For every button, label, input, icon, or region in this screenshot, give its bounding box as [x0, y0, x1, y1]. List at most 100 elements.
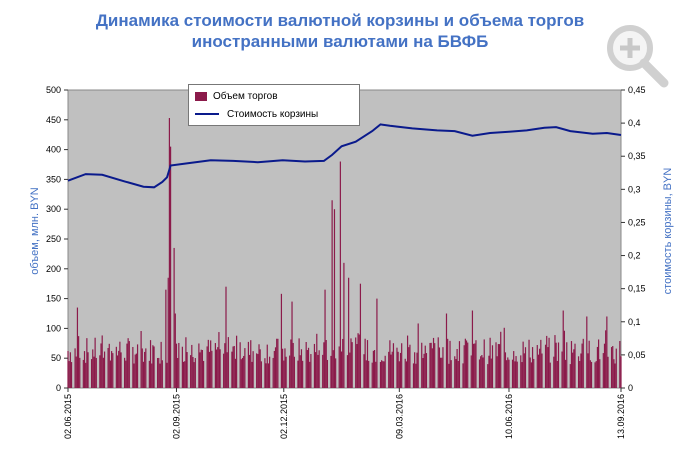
volume-bar	[465, 340, 468, 388]
volume-bar	[169, 146, 172, 388]
volume-bar	[497, 344, 499, 388]
volume-bar	[69, 352, 71, 388]
volume-bar	[200, 349, 202, 388]
volume-bar	[243, 355, 245, 388]
volume-bar	[487, 364, 489, 388]
volume-bar	[92, 349, 94, 388]
volume-bar	[356, 344, 358, 388]
volume-bar	[95, 357, 97, 388]
magnifier-plus-icon[interactable]	[598, 18, 676, 96]
volume-bar	[325, 340, 327, 388]
y-right-tick-label: 0,45	[628, 85, 646, 95]
volume-bar	[594, 362, 596, 388]
volume-bar	[556, 360, 558, 388]
volume-bar	[516, 361, 518, 388]
y-right-tick-label: 0,05	[628, 350, 646, 360]
volume-bar	[547, 347, 549, 388]
volume-bar	[539, 348, 541, 388]
volume-bar	[588, 340, 590, 388]
volume-bar	[309, 361, 311, 388]
volume-bar	[610, 347, 613, 388]
volume-bar	[173, 247, 175, 388]
volume-bar	[434, 343, 436, 388]
volume-bar	[574, 343, 576, 388]
y-left-tick-label: 0	[56, 383, 61, 393]
volume-bar	[596, 346, 599, 388]
volume-bar	[290, 339, 292, 388]
volume-bar	[74, 348, 76, 388]
volume-bar	[142, 361, 145, 388]
x-tick-label: 09.03.2016	[394, 394, 404, 439]
volume-bar	[605, 330, 607, 388]
volume-bar	[202, 360, 205, 388]
volume-bar	[581, 343, 583, 388]
volume-bar	[140, 331, 142, 388]
volume-bar	[544, 344, 547, 388]
volume-bar	[504, 352, 507, 388]
volume-bar	[185, 337, 187, 388]
y-left-tick-label: 500	[46, 85, 61, 95]
volume-bar	[135, 353, 137, 388]
volume-bar	[482, 357, 484, 388]
y-right-tick-label: 0,3	[628, 184, 641, 194]
volume-bar	[391, 351, 393, 388]
volume-bar	[236, 335, 238, 388]
volume-bar	[365, 360, 367, 388]
volume-bar	[537, 354, 540, 388]
y-left-tick-label: 50	[51, 353, 61, 363]
y-left-tick-label: 300	[46, 204, 61, 214]
volume-bar	[489, 337, 491, 388]
y-axis-left-label: объем, млн. BYN	[29, 187, 41, 275]
volume-bar	[258, 344, 260, 388]
volume-bar	[480, 356, 482, 388]
volume-bar	[86, 338, 88, 388]
volume-bar	[429, 342, 431, 388]
volume-bar	[276, 338, 278, 388]
volume-bar	[338, 346, 340, 388]
volume-bar	[161, 360, 163, 388]
volume-bar	[225, 286, 227, 388]
volume-bar	[620, 356, 622, 388]
volume-bar	[555, 342, 557, 388]
volume-bar	[348, 277, 350, 388]
volume-bar	[541, 353, 543, 388]
volume-bar	[82, 359, 84, 388]
volume-bar	[199, 352, 201, 388]
volume-bar	[76, 307, 79, 388]
volume-bar	[232, 346, 234, 388]
volume-bar	[267, 363, 270, 388]
volume-bar	[405, 361, 408, 388]
volume-bar	[257, 354, 259, 388]
volume-bar	[373, 349, 376, 388]
volume-bar	[103, 351, 106, 388]
volume-bar	[511, 359, 514, 388]
volume-bar	[190, 355, 192, 388]
volume-bar	[470, 355, 472, 388]
volume-bar	[107, 347, 109, 388]
volume-bar	[335, 358, 337, 388]
volume-bar	[215, 349, 218, 388]
volume-bar	[580, 353, 582, 388]
volume-bar	[612, 346, 614, 388]
volume-bar	[223, 353, 225, 388]
volume-bar	[439, 357, 442, 388]
title-line-1: Динамика стоимости валютной корзины и об…	[95, 11, 585, 30]
volume-bar	[226, 352, 228, 388]
volume-bar	[447, 338, 449, 388]
volume-bar	[90, 359, 93, 388]
volume-bar	[450, 360, 452, 388]
volume-bar	[471, 310, 474, 388]
volume-bar	[157, 357, 159, 388]
volume-bar	[488, 355, 490, 388]
volume-bar	[383, 361, 385, 388]
volume-bar	[454, 356, 456, 388]
volume-bar	[87, 352, 89, 388]
volume-bar	[285, 356, 287, 388]
volume-bar	[208, 351, 211, 388]
volume-bar	[119, 341, 121, 388]
volume-bar	[167, 277, 169, 388]
volume-bar	[473, 343, 475, 388]
volume-bar	[306, 350, 308, 388]
volume-bar	[152, 345, 154, 388]
volume-bar	[284, 348, 286, 388]
